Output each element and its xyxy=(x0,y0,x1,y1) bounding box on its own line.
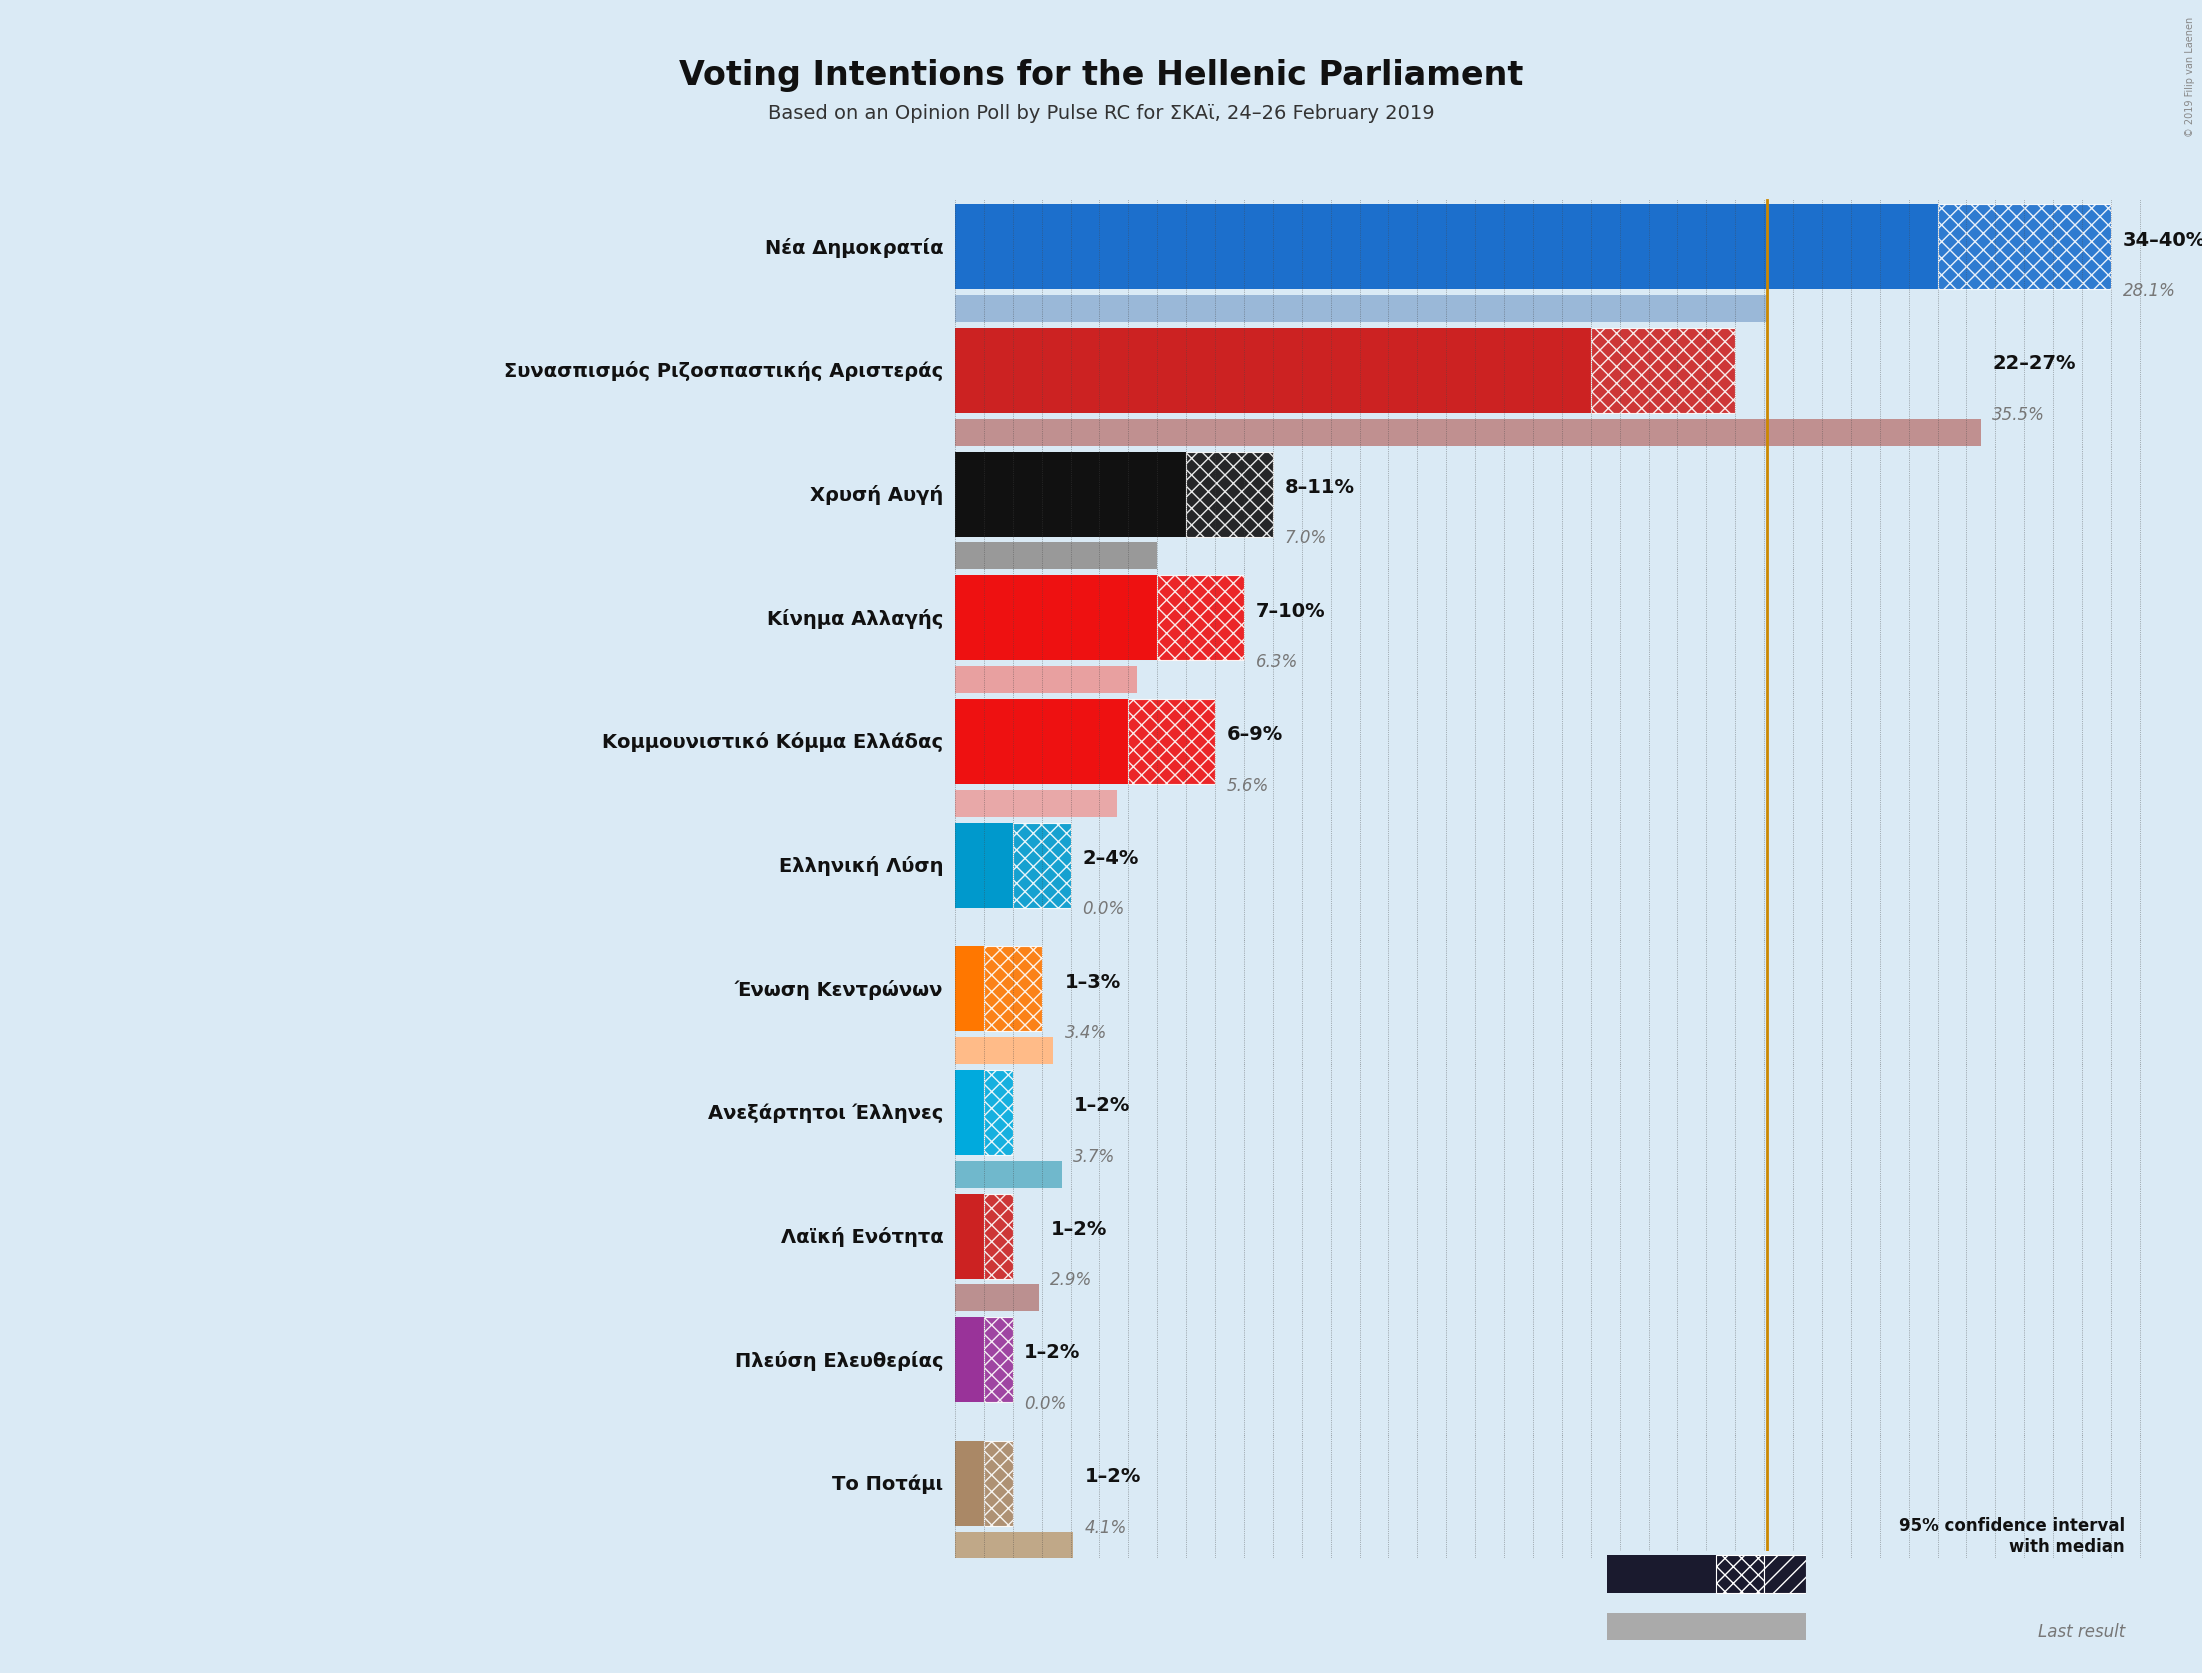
Text: 1–2%: 1–2% xyxy=(1050,1220,1108,1238)
Text: Ένωση Κεντρώνων: Ένωση Κεντρώνων xyxy=(735,979,942,999)
Bar xyxy=(984,1071,1013,1156)
Text: Χρυσή Αυγή: Χρυσή Αυγή xyxy=(810,485,942,505)
Bar xyxy=(984,1440,1013,1526)
Text: 22–27%: 22–27% xyxy=(1993,355,2076,373)
Bar xyxy=(1718,1556,1764,1593)
Text: Λαϊκή Ενότητα: Λαϊκή Ενότητα xyxy=(782,1226,942,1246)
Text: 3.4%: 3.4% xyxy=(1066,1024,1108,1041)
Text: 35.5%: 35.5% xyxy=(1993,405,2046,423)
Text: © 2019 Filip van Laenen: © 2019 Filip van Laenen xyxy=(2184,17,2195,137)
Bar xyxy=(984,947,1042,1032)
Text: 5.6%: 5.6% xyxy=(1227,776,1268,795)
Bar xyxy=(956,576,1158,661)
Bar xyxy=(956,1440,984,1526)
Bar xyxy=(1607,1556,1718,1593)
Text: 28.1%: 28.1% xyxy=(2123,283,2176,299)
Text: 3.7%: 3.7% xyxy=(1072,1148,1116,1164)
Bar xyxy=(956,699,1127,785)
Text: 4.1%: 4.1% xyxy=(1086,1517,1127,1536)
Bar xyxy=(956,1285,1039,1312)
Bar xyxy=(956,206,1938,289)
Bar xyxy=(956,544,1158,570)
Bar xyxy=(956,1161,1061,1188)
Bar xyxy=(956,1532,1072,1559)
Text: 1–2%: 1–2% xyxy=(1072,1096,1130,1114)
Bar xyxy=(1158,576,1244,661)
Bar xyxy=(1187,452,1273,537)
Bar xyxy=(1590,330,1735,413)
Text: 34–40%: 34–40% xyxy=(2123,231,2202,249)
Bar xyxy=(956,1037,1053,1064)
Text: Last result: Last result xyxy=(2037,1623,2125,1640)
Text: 1–2%: 1–2% xyxy=(1024,1343,1081,1362)
Text: 7.0%: 7.0% xyxy=(1284,529,1326,547)
Bar xyxy=(956,947,984,1032)
Text: 95% confidence interval
with median: 95% confidence interval with median xyxy=(1898,1516,2125,1556)
Text: Κομμουνιστικό Κόμμα Ελλάδας: Κομμουνιστικό Κόμμα Ελλάδας xyxy=(603,733,942,751)
Bar xyxy=(1764,1556,1806,1593)
Bar xyxy=(956,330,1590,413)
Text: Συνασπισμός Ριζοσπαστικής Αριστεράς: Συνασπισμός Ριζοσπαστικής Αριστεράς xyxy=(504,361,942,381)
Text: 0.0%: 0.0% xyxy=(1024,1394,1066,1412)
Bar xyxy=(1127,699,1216,785)
Bar xyxy=(956,420,1982,447)
Bar xyxy=(1607,1613,1806,1640)
Bar xyxy=(956,1317,984,1402)
Text: 2.9%: 2.9% xyxy=(1050,1270,1092,1288)
Text: 1–2%: 1–2% xyxy=(1086,1466,1141,1486)
Text: Νέα Δημοκρατία: Νέα Δημοκρατία xyxy=(764,238,942,258)
Bar xyxy=(956,1195,984,1278)
Text: Το Ποτάμι: Το Ποτάμι xyxy=(832,1474,942,1494)
Bar xyxy=(984,1195,1013,1278)
Bar xyxy=(956,452,1187,537)
Text: Ελληνική Λύση: Ελληνική Λύση xyxy=(780,855,942,875)
Bar xyxy=(984,1317,1013,1402)
Text: Κίνημα Αλλαγής: Κίνημα Αλλαγής xyxy=(766,609,942,629)
Text: 2–4%: 2–4% xyxy=(1081,848,1138,867)
Bar xyxy=(956,1071,984,1156)
Bar xyxy=(956,668,1136,694)
Text: 7–10%: 7–10% xyxy=(1255,601,1326,621)
Text: 0.0%: 0.0% xyxy=(1081,900,1125,918)
Bar xyxy=(956,790,1116,818)
Bar xyxy=(956,823,1013,908)
Text: Ανεξάρτητοι Έλληνες: Ανεξάρτητοι Έλληνες xyxy=(709,1103,942,1123)
Bar xyxy=(956,296,1766,323)
Text: Πλεύση Ελευθερίας: Πλεύση Ελευθερίας xyxy=(735,1350,942,1370)
Text: 8–11%: 8–11% xyxy=(1284,477,1354,497)
Text: 6–9%: 6–9% xyxy=(1227,724,1284,744)
Text: 6.3%: 6.3% xyxy=(1255,652,1297,671)
Text: Based on an Opinion Poll by Pulse RC for ΣΚΑϊ, 24–26 February 2019: Based on an Opinion Poll by Pulse RC for… xyxy=(768,104,1434,122)
Bar xyxy=(1938,206,2112,289)
Text: Voting Intentions for the Hellenic Parliament: Voting Intentions for the Hellenic Parli… xyxy=(678,59,1524,92)
Bar xyxy=(1013,823,1070,908)
Text: 1–3%: 1–3% xyxy=(1066,972,1121,990)
